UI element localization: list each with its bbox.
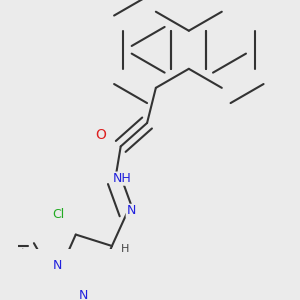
Text: NH: NH [113,172,132,185]
Text: N: N [126,204,136,217]
Text: Cl: Cl [52,208,64,220]
Text: N: N [53,260,62,272]
Text: N: N [79,289,88,300]
Text: H: H [121,244,129,254]
Text: O: O [95,128,106,142]
